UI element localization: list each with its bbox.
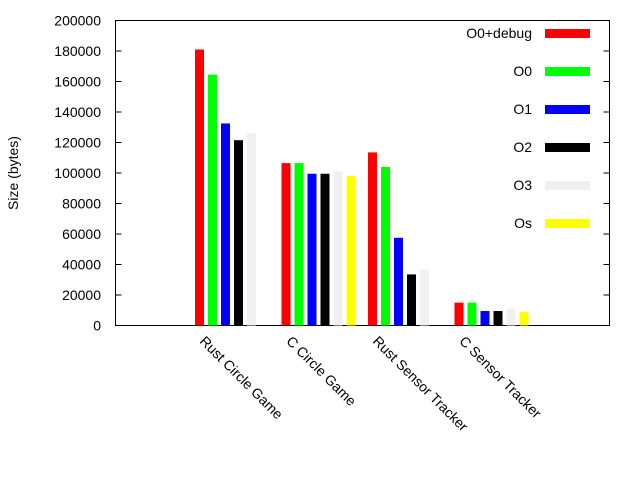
bar	[467, 302, 477, 326]
bar	[506, 308, 516, 326]
bar	[247, 133, 256, 326]
y-tick-label: 140000	[54, 104, 101, 120]
bar	[493, 311, 503, 326]
x-tick-label: Rust Circle Game	[197, 333, 287, 423]
y-tick-label: 40000	[62, 257, 101, 273]
bar	[407, 274, 416, 326]
bar	[195, 49, 204, 326]
y-axis-label: Size (bytes)	[5, 136, 21, 210]
plot-frame	[115, 20, 610, 326]
y-tick-label: 200000	[54, 13, 101, 29]
bar	[420, 269, 429, 326]
bar	[346, 176, 356, 326]
legend-label: O2	[513, 139, 532, 155]
bar	[333, 171, 343, 326]
bar	[320, 173, 330, 326]
legend-swatch	[545, 181, 590, 190]
legend-swatch	[545, 29, 590, 38]
bar	[234, 140, 243, 326]
y-tick-label: 120000	[54, 135, 101, 151]
y-tick-label: 60000	[62, 226, 101, 242]
plot-border	[115, 20, 610, 326]
bar	[281, 163, 291, 326]
x-tick-label: C Sensor Tracker	[456, 333, 545, 422]
legend-label: O0	[513, 63, 532, 79]
bar	[208, 74, 217, 326]
y-tick-label: 20000	[62, 287, 101, 303]
legend-label: O3	[513, 177, 532, 193]
y-tick-label: 0	[93, 318, 101, 334]
legend-label: O1	[513, 101, 532, 117]
x-tick-label: Rust Sensor Tracker	[370, 333, 472, 435]
x-tick-label: C Circle Game	[283, 333, 359, 409]
bar	[394, 237, 403, 326]
bar	[480, 311, 490, 326]
y-tick-label: 160000	[54, 74, 101, 90]
bar	[519, 311, 529, 326]
bar	[221, 123, 230, 326]
bar	[368, 152, 377, 326]
bar	[381, 166, 390, 326]
bar	[294, 163, 304, 326]
legend: O0+debug O0 O1 O2 O3 Os	[466, 25, 590, 231]
legend-label: O0+debug	[466, 25, 532, 41]
bar	[454, 302, 464, 326]
y-tick-label: 80000	[62, 196, 101, 212]
y-axis: 0 20000 40000 60000 80000 100000 120000 140000 1…	[54, 13, 610, 334]
legend-swatch	[545, 105, 590, 114]
y-tick-label: 180000	[54, 43, 101, 59]
legend-swatch	[545, 219, 590, 228]
legend-swatch	[545, 67, 590, 76]
legend-label: Os	[514, 215, 532, 231]
bar	[307, 173, 317, 326]
legend-swatch	[545, 143, 590, 152]
bars	[195, 49, 529, 326]
y-tick-label: 100000	[54, 165, 101, 181]
